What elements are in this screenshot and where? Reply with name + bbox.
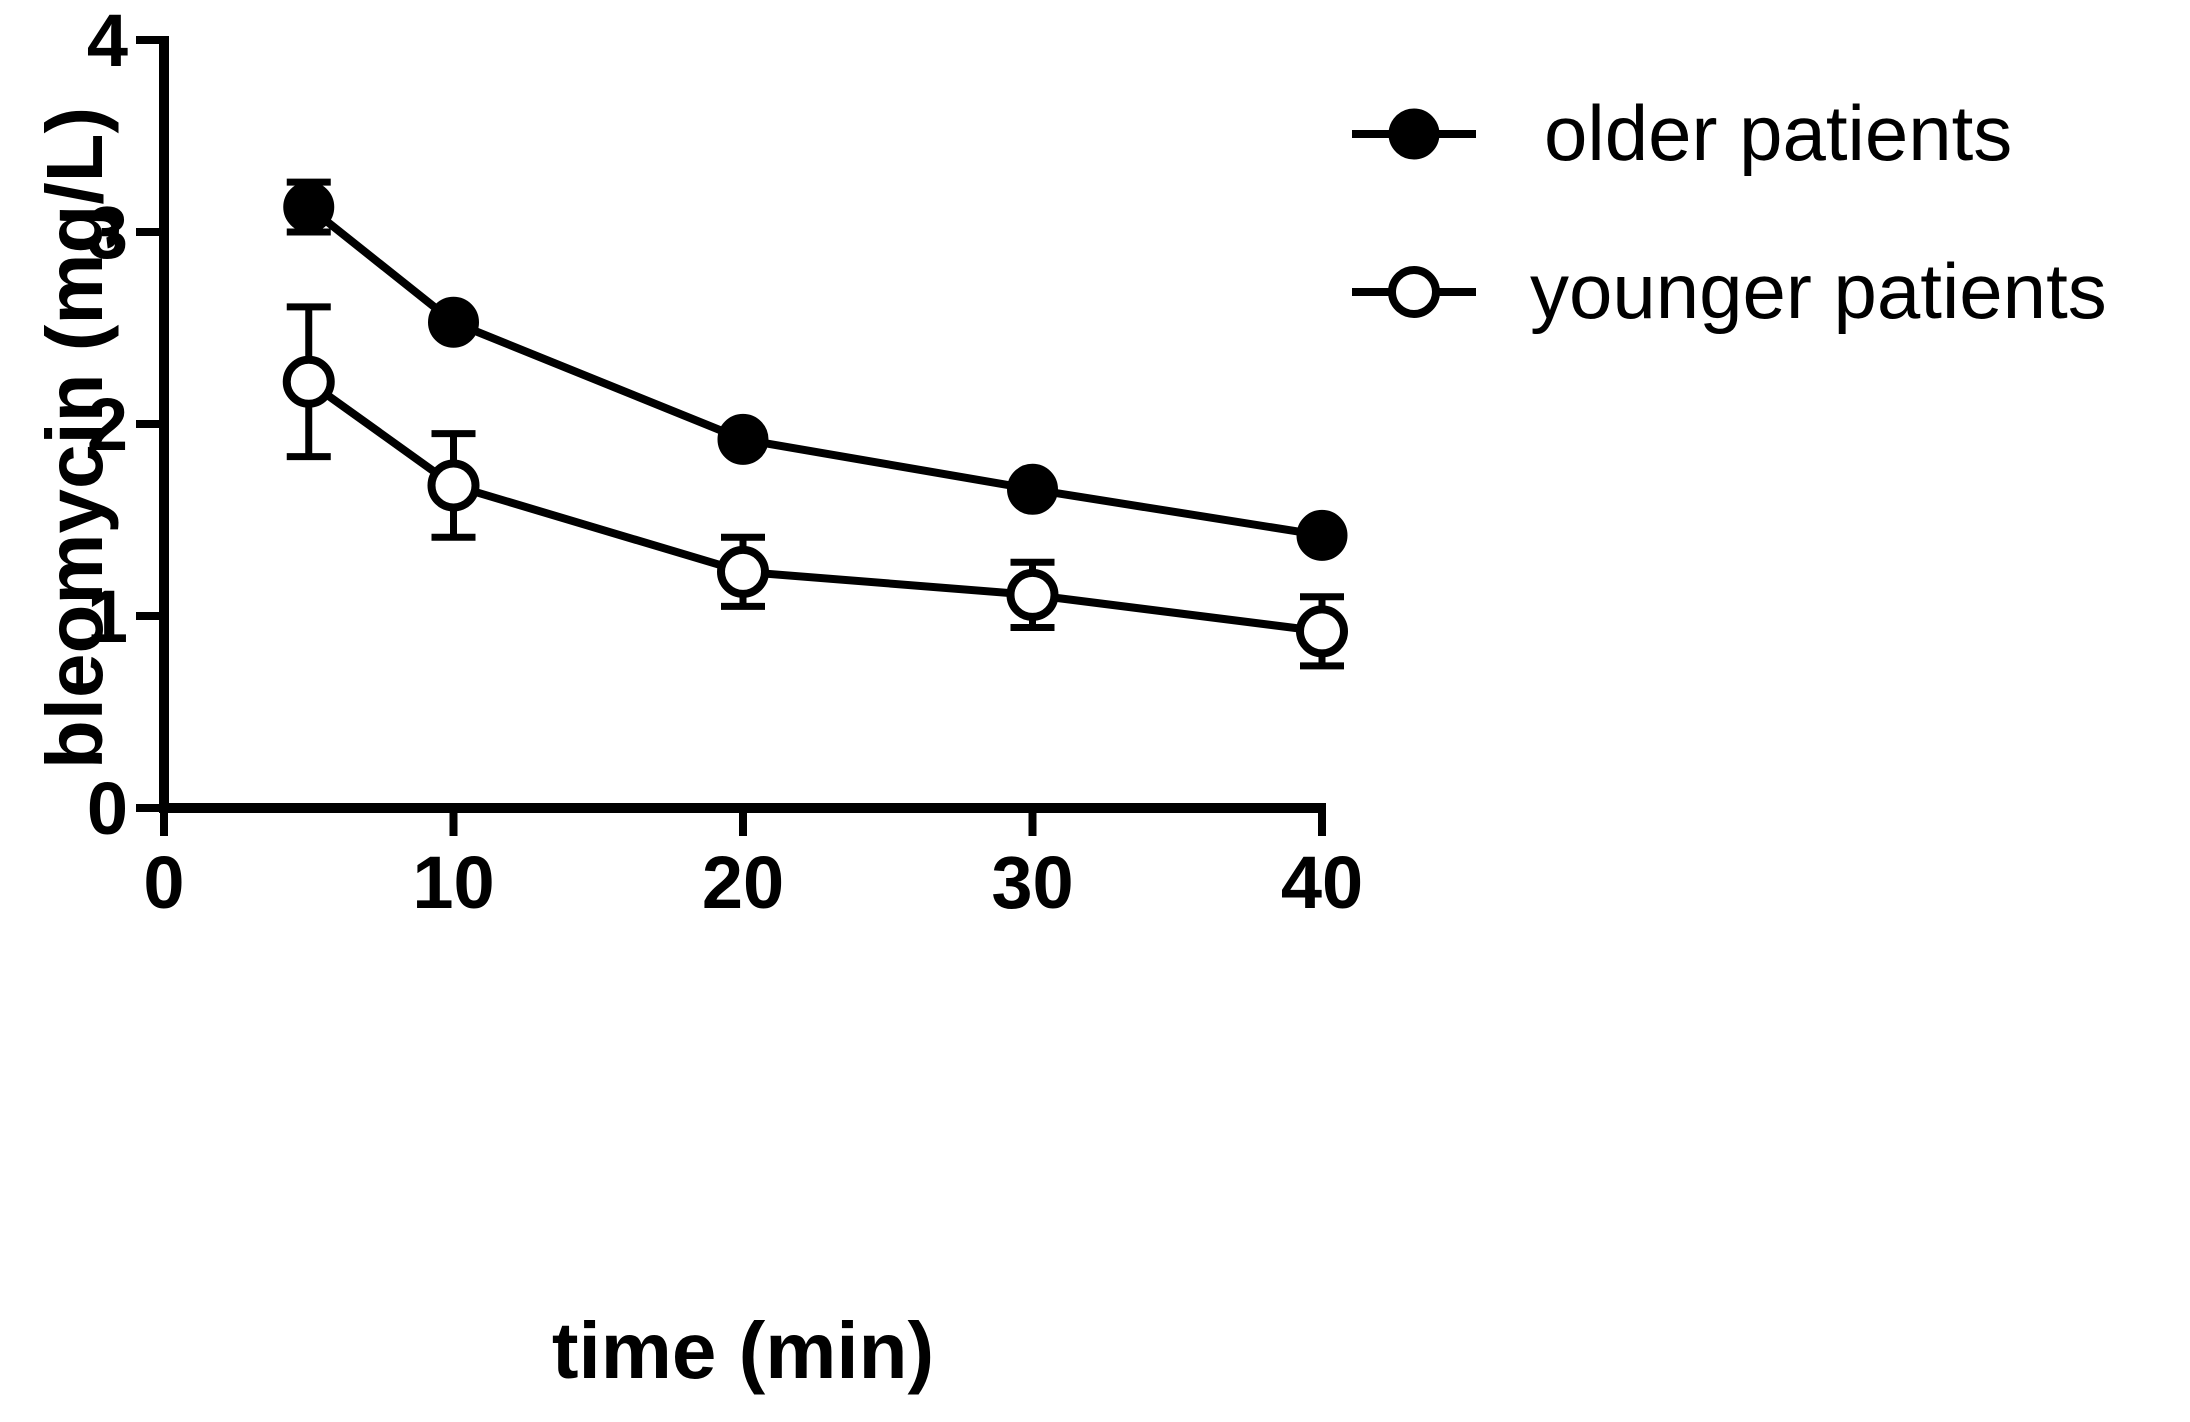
legend-label: older patients — [1544, 89, 2012, 177]
data-point — [427, 459, 480, 512]
x-tick-label: 0 — [143, 841, 184, 924]
data-point — [283, 181, 335, 233]
y-tick-label: 3 — [87, 191, 128, 274]
legend-label: younger patients — [1530, 247, 2107, 335]
legend-entry: younger patients — [1352, 247, 2107, 335]
plot-area — [282, 178, 1348, 670]
legend-marker — [1388, 266, 1440, 318]
legend: older patients younger patients — [1352, 89, 2107, 335]
x-tick-label: 10 — [412, 841, 494, 924]
data-point — [428, 296, 479, 348]
data-point — [282, 355, 335, 408]
y-tick-label: 2 — [87, 383, 128, 466]
data-point — [717, 545, 769, 598]
x-tick-label: 30 — [991, 841, 1073, 924]
legend-entry: older patients — [1352, 89, 2012, 177]
y-axis-title: bleomycin (mg/L) — [30, 107, 119, 769]
y-tick-label: 4 — [87, 0, 128, 82]
x-tick-label: 40 — [1281, 841, 1363, 924]
y-tick-label: 1 — [87, 575, 128, 658]
data-point — [1296, 509, 1348, 561]
x-axis-title: time (min) — [552, 1306, 934, 1395]
data-point — [1296, 605, 1348, 658]
legend-marker — [1388, 108, 1440, 160]
series-older-patients — [283, 178, 1348, 561]
x-tick-label: 20 — [702, 841, 784, 924]
series-younger-patients — [282, 303, 1348, 670]
data-point — [717, 413, 769, 465]
y-tick-label: 0 — [87, 767, 128, 850]
data-point — [1007, 463, 1058, 515]
data-point — [1006, 568, 1059, 621]
